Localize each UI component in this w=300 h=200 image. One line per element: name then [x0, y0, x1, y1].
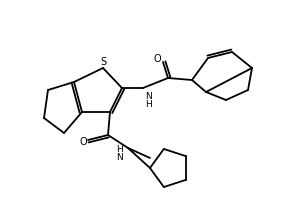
- Text: H
N: H N: [116, 145, 123, 162]
- Text: O: O: [79, 137, 87, 147]
- Text: O: O: [153, 54, 161, 64]
- Text: S: S: [100, 57, 106, 67]
- Text: N
H: N H: [145, 92, 152, 109]
